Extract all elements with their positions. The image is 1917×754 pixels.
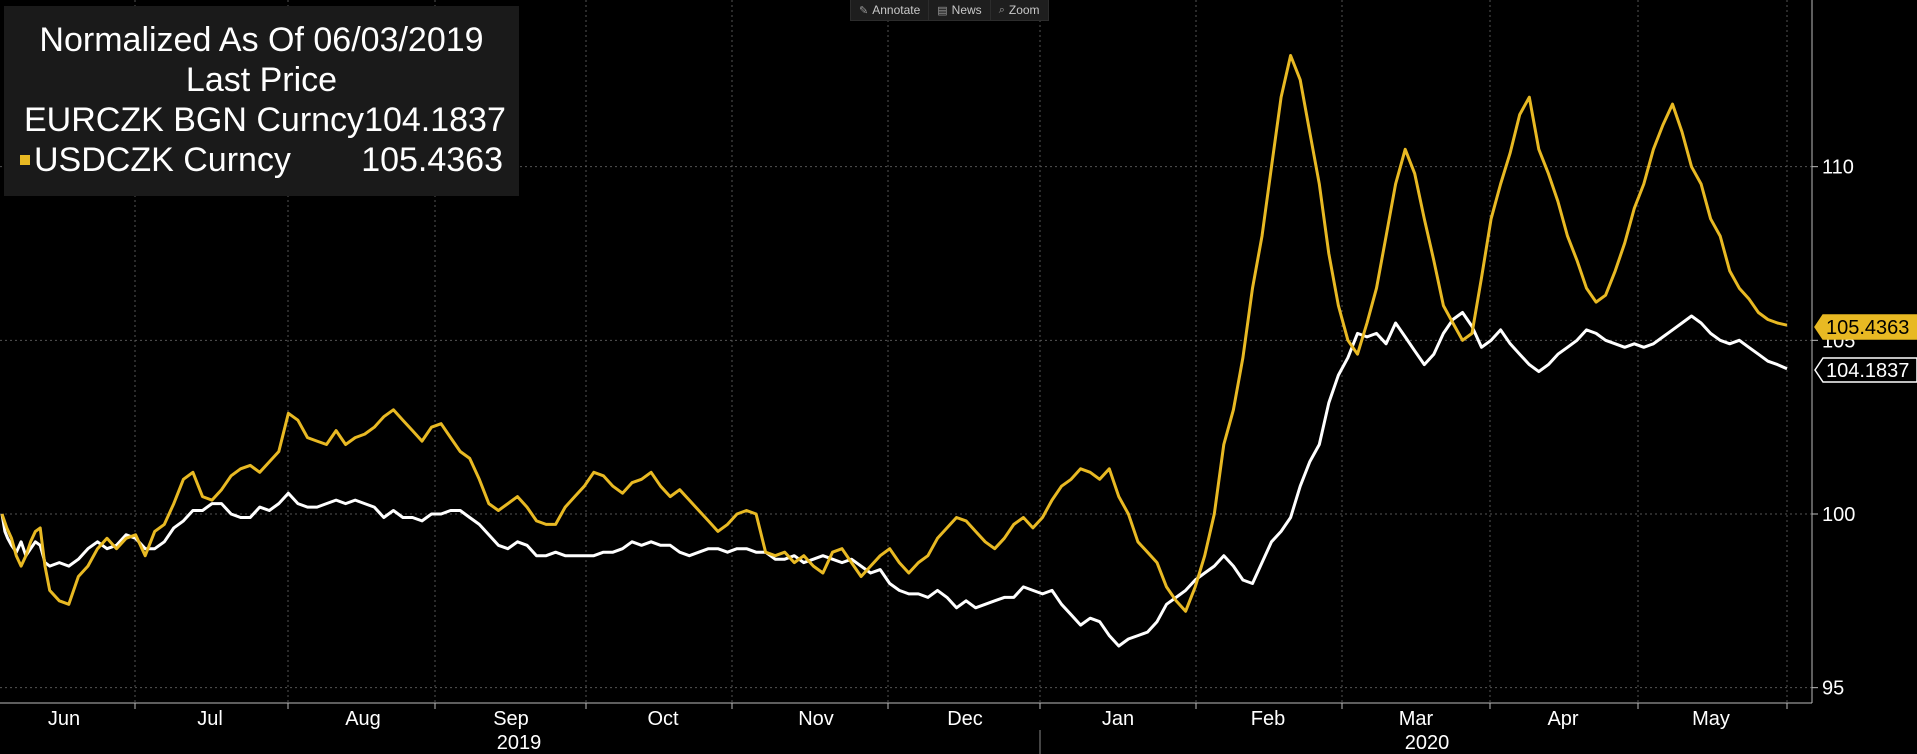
last-value-text-usdczk: 105.4363	[1826, 317, 1909, 339]
news-label: News	[951, 3, 982, 17]
series-lines	[0, 54, 1788, 648]
annotate-label: Annotate	[872, 3, 921, 17]
last-value-callout-usdczk: 105.4363	[1814, 314, 1917, 340]
zoom-button[interactable]: ⌕ Zoom	[991, 0, 1048, 20]
zoom-label: Zoom	[1008, 3, 1040, 17]
x-month-label-mar: Mar	[1399, 708, 1434, 730]
last-value-labels: 104.1837 105.4363	[1814, 314, 1917, 383]
y-tick-label-110: 110	[1822, 157, 1854, 179]
y-tick-label-95: 95	[1822, 678, 1844, 700]
legend-value-usdczk: 105.4363	[361, 141, 503, 179]
axes	[0, 0, 1818, 754]
legend-swatch-usdczk	[20, 155, 30, 165]
last-value-text-eurczk: 104.1837	[1826, 360, 1909, 382]
x-month-label-sep: Sep	[493, 708, 529, 730]
legend-value-eurczk: 104.1837	[364, 101, 506, 139]
x-month-label-oct: Oct	[647, 708, 679, 730]
last-value-box-usdczk	[1814, 314, 1917, 340]
pencil-icon: ✎	[859, 4, 869, 17]
x-month-label-apr: Apr	[1547, 708, 1578, 730]
annotate-button[interactable]: ✎ Annotate	[851, 0, 930, 20]
x-year-label-2019: 2019	[497, 732, 542, 754]
x-axis-labels: Jun Jul Aug Sep Oct Nov Dec Jan Feb Mar Apr May 2019…	[48, 708, 1730, 754]
chart-legend: Normalized As Of 06/03/2019 Last Price E…	[4, 6, 519, 196]
x-month-label-may: May	[1692, 708, 1730, 730]
legend-title: Normalized As Of 06/03/2019	[39, 21, 484, 59]
series-line-usdczk	[0, 54, 1788, 613]
series-line-eurczk	[0, 311, 1788, 648]
x-month-label-feb: Feb	[1251, 708, 1285, 730]
x-month-label-jun: Jun	[48, 708, 80, 730]
legend-row-usdczk[interactable]: USDCZK Curncy 105.4363	[20, 140, 503, 180]
legend-subtitle: Last Price	[185, 61, 338, 99]
x-month-label-aug: Aug	[345, 708, 381, 730]
legend-name-usdczk: USDCZK Curncy	[34, 141, 291, 179]
x-month-label-jan: Jan	[1102, 708, 1134, 730]
x-month-label-jul: Jul	[197, 708, 223, 730]
x-month-label-dec: Dec	[947, 708, 983, 730]
legend-name-eurczk: EURCZK BGN Curncy	[24, 101, 365, 139]
news-button[interactable]: ▤ News	[929, 0, 991, 20]
magnifier-icon: ⌕	[998, 3, 1005, 16]
x-year-label-2020: 2020	[1405, 732, 1450, 754]
x-month-label-nov: Nov	[798, 708, 834, 730]
legend-row-eurczk[interactable]: EURCZK BGN Curncy 104.1837	[20, 100, 506, 140]
chart-toolbar: ✎ Annotate ▤ News ⌕ Zoom	[850, 0, 1049, 21]
last-value-callout-eurczk: 104.1837	[1814, 357, 1917, 383]
news-icon: ▤	[937, 4, 948, 17]
y-tick-label-100: 100	[1822, 504, 1855, 526]
last-value-box-eurczk	[1814, 357, 1917, 383]
